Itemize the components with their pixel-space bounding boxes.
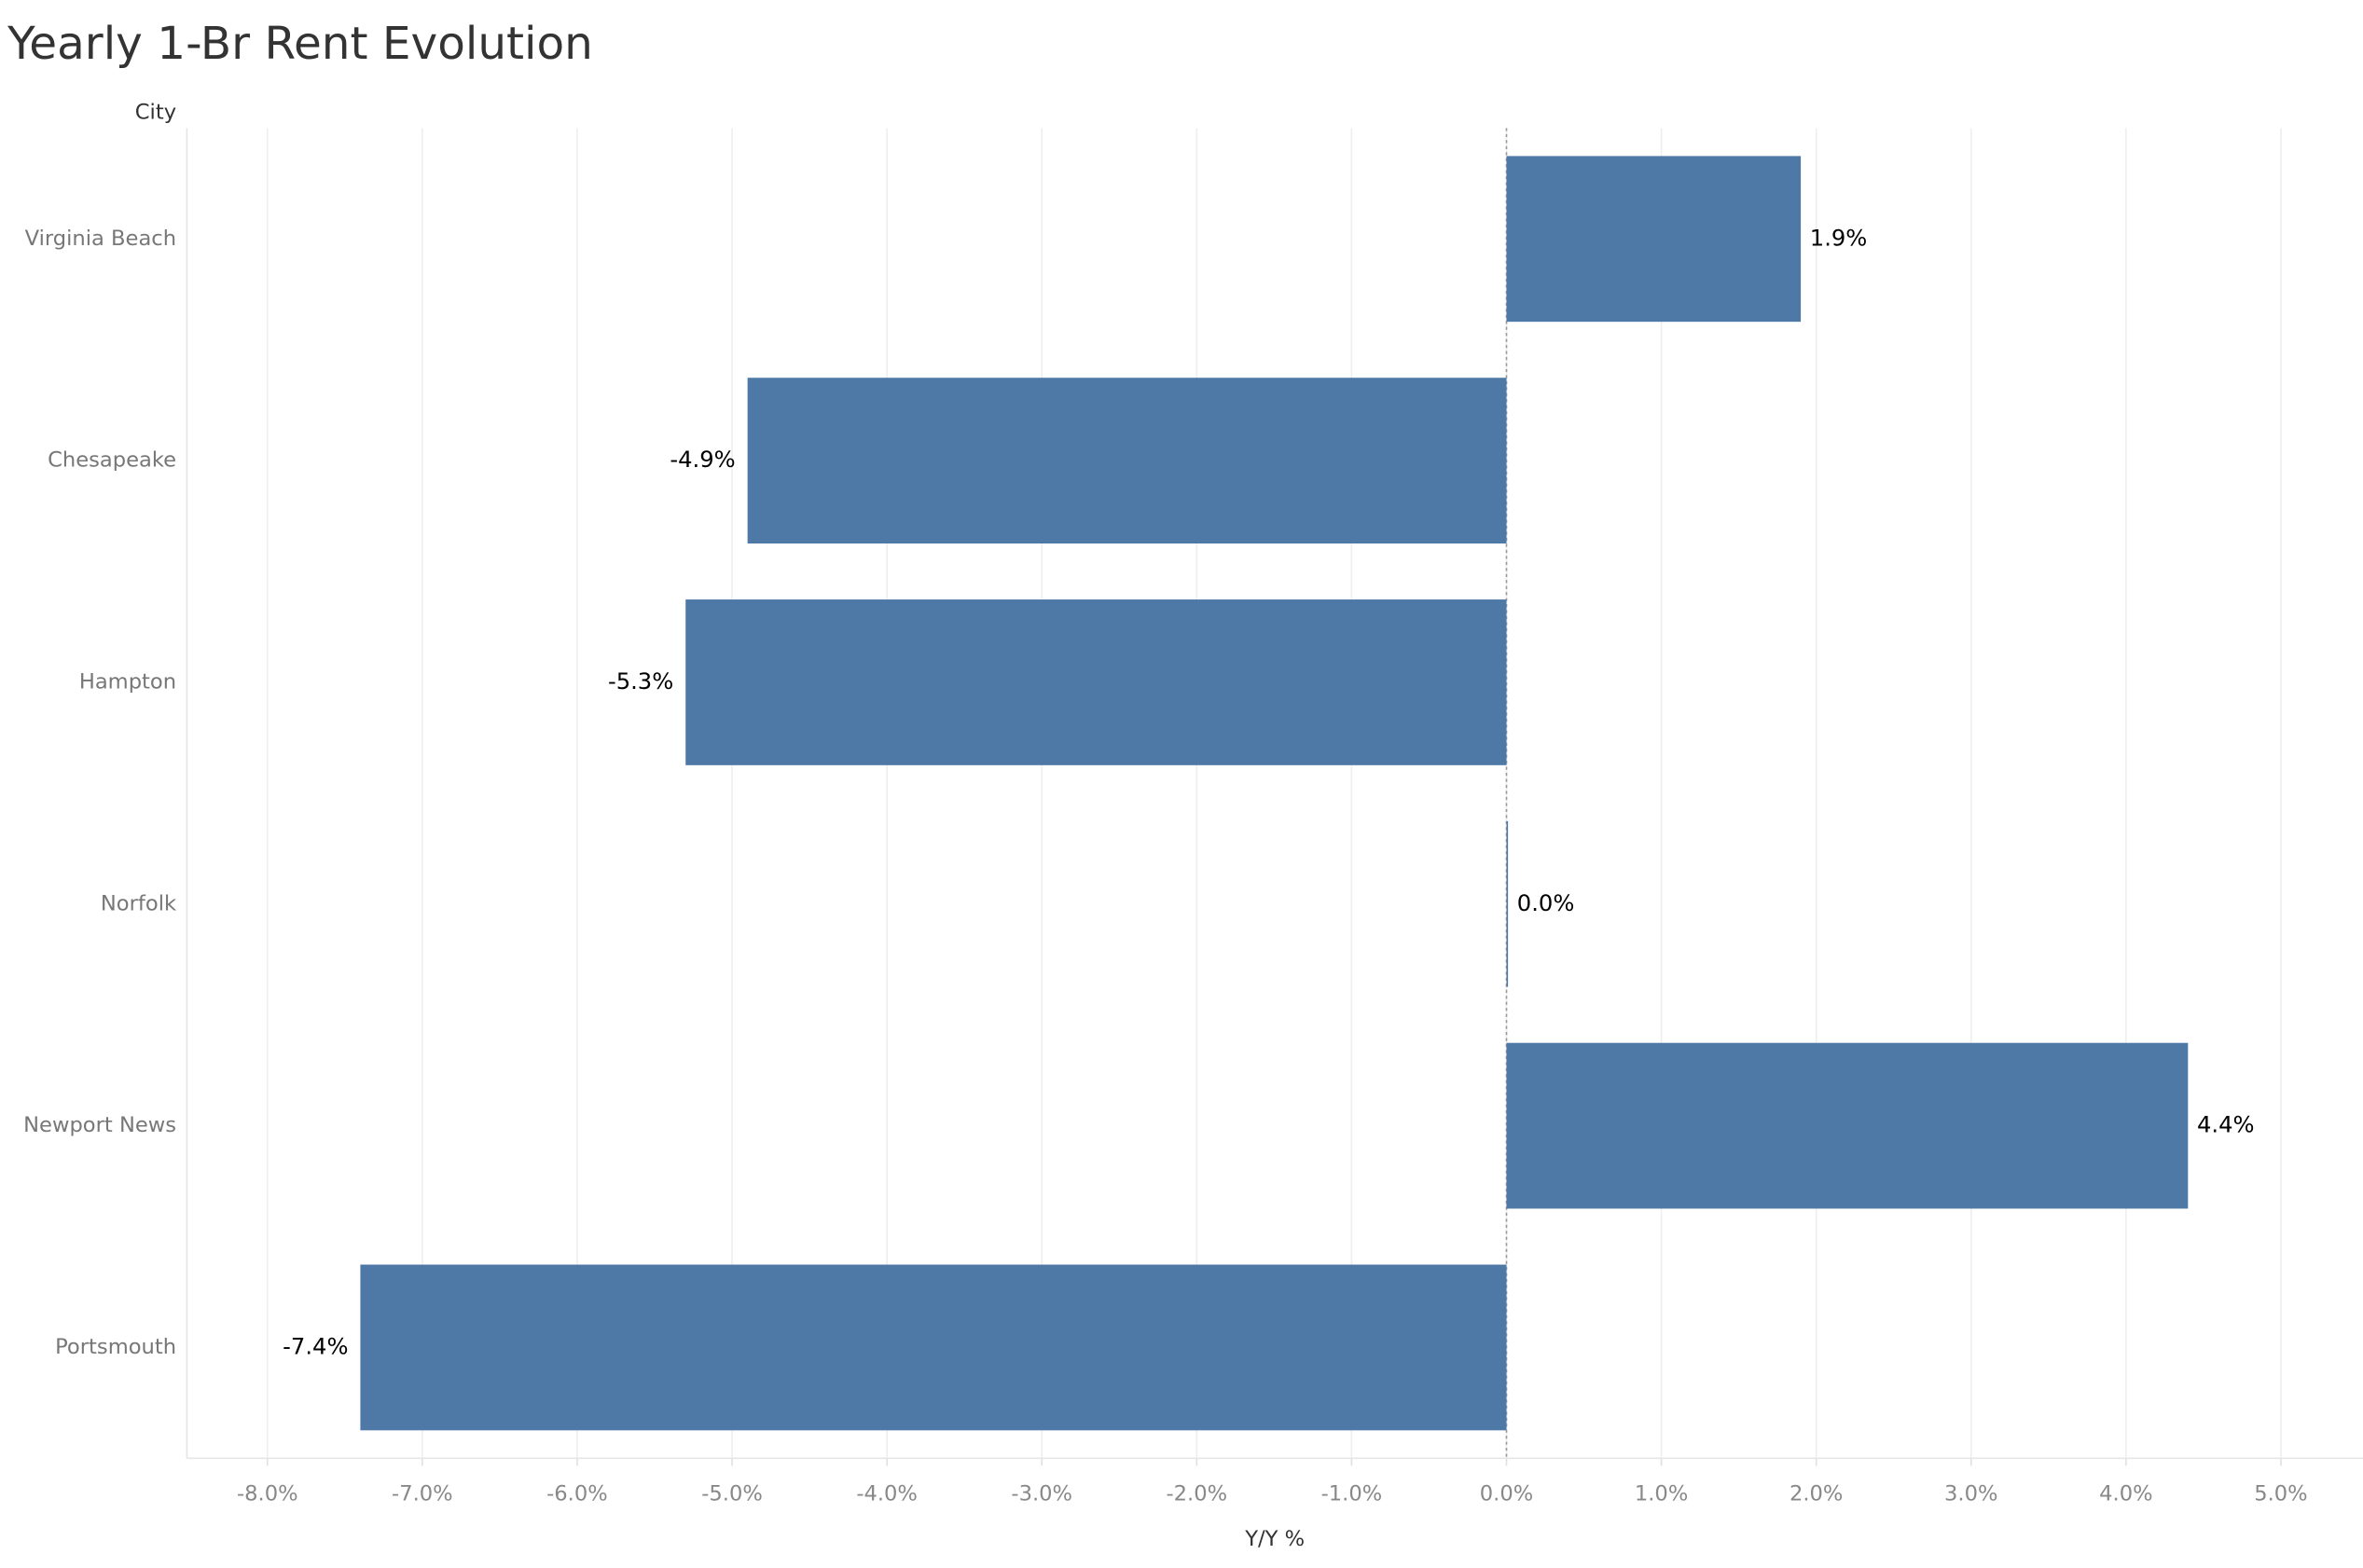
data-label: 0.0% bbox=[1517, 889, 1575, 916]
y-tick-label: Virginia Beach bbox=[25, 227, 176, 251]
x-tick-label: -4.0% bbox=[856, 1482, 918, 1506]
x-tick-label: -3.0% bbox=[1011, 1482, 1072, 1506]
bar bbox=[360, 1264, 1507, 1431]
x-tick-label: -7.0% bbox=[392, 1482, 453, 1506]
chart-title: Yearly 1-Br Rent Evolution bbox=[7, 18, 593, 70]
x-tick-label: -6.0% bbox=[546, 1482, 608, 1506]
bar bbox=[747, 378, 1507, 543]
data-label: -4.9% bbox=[670, 446, 735, 473]
data-label: 4.4% bbox=[2197, 1111, 2255, 1138]
x-tick-label: 4.0% bbox=[2099, 1482, 2152, 1506]
x-tick-label: 5.0% bbox=[2254, 1482, 2307, 1506]
x-tick-label: -5.0% bbox=[701, 1482, 763, 1506]
bar bbox=[1506, 820, 1509, 987]
bar bbox=[685, 599, 1507, 765]
y-tick-label: Portsmouth bbox=[55, 1335, 176, 1359]
y-tick-label: Chesapeake bbox=[48, 448, 176, 473]
data-label: -5.3% bbox=[608, 667, 673, 695]
y-axis-title: City bbox=[135, 101, 176, 125]
data-label: 1.9% bbox=[1810, 224, 1868, 251]
x-tick-label: 2.0% bbox=[1790, 1482, 1843, 1506]
x-tick-label: 0.0% bbox=[1480, 1482, 1533, 1506]
bar bbox=[1506, 156, 1802, 323]
data-label: -7.4% bbox=[283, 1332, 348, 1359]
x-tick-label: 3.0% bbox=[1944, 1482, 1997, 1506]
y-tick-label: Norfolk bbox=[101, 891, 177, 915]
y-tick-label: Hampton bbox=[79, 669, 176, 694]
x-tick-label: -8.0% bbox=[237, 1482, 298, 1506]
y-tick-label: Newport News bbox=[23, 1113, 176, 1137]
bar bbox=[1506, 1042, 2189, 1209]
x-tick-label: 1.0% bbox=[1635, 1482, 1688, 1506]
x-tick-label: -1.0% bbox=[1321, 1482, 1383, 1506]
x-axis-title: Y/Y % bbox=[1244, 1527, 1305, 1551]
x-tick-label: -2.0% bbox=[1167, 1482, 1228, 1506]
